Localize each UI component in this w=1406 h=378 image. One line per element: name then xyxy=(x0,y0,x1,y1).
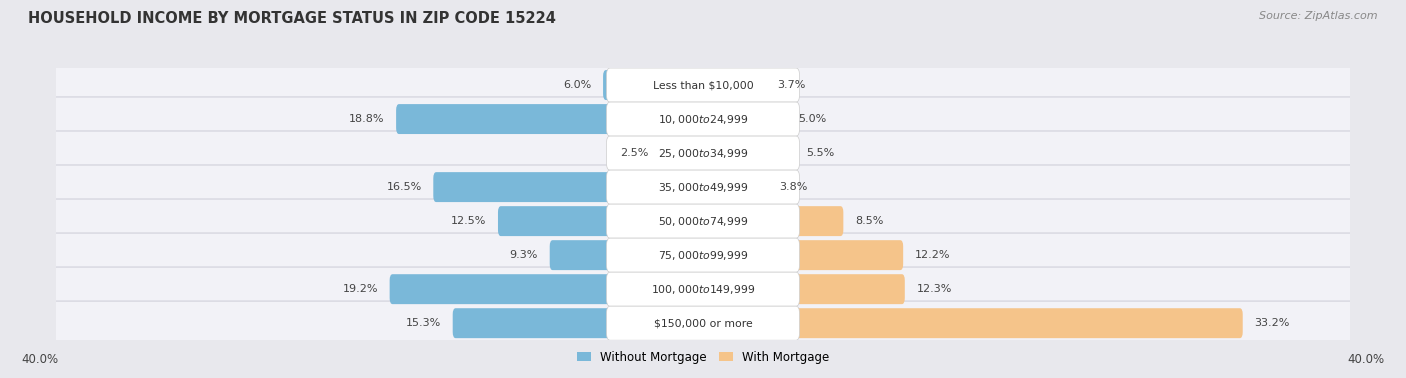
FancyBboxPatch shape xyxy=(700,308,1243,338)
FancyBboxPatch shape xyxy=(52,267,1354,311)
Text: 5.5%: 5.5% xyxy=(807,148,835,158)
Text: $25,000 to $34,999: $25,000 to $34,999 xyxy=(658,147,748,160)
Text: Source: ZipAtlas.com: Source: ZipAtlas.com xyxy=(1260,11,1378,21)
FancyBboxPatch shape xyxy=(659,138,706,168)
Text: $100,000 to $149,999: $100,000 to $149,999 xyxy=(651,283,755,296)
FancyBboxPatch shape xyxy=(700,172,768,202)
Text: 9.3%: 9.3% xyxy=(510,250,538,260)
FancyBboxPatch shape xyxy=(52,301,1354,345)
FancyBboxPatch shape xyxy=(52,165,1354,209)
Legend: Without Mortgage, With Mortgage: Without Mortgage, With Mortgage xyxy=(572,346,834,368)
Text: 3.7%: 3.7% xyxy=(778,80,806,90)
FancyBboxPatch shape xyxy=(606,102,800,136)
Text: 33.2%: 33.2% xyxy=(1254,318,1289,328)
FancyBboxPatch shape xyxy=(396,104,706,134)
FancyBboxPatch shape xyxy=(606,68,800,102)
Text: 16.5%: 16.5% xyxy=(387,182,422,192)
FancyBboxPatch shape xyxy=(700,104,787,134)
FancyBboxPatch shape xyxy=(606,170,800,204)
Text: 2.5%: 2.5% xyxy=(620,148,648,158)
FancyBboxPatch shape xyxy=(606,136,800,170)
Text: $35,000 to $49,999: $35,000 to $49,999 xyxy=(658,181,748,194)
Text: 3.8%: 3.8% xyxy=(779,182,807,192)
Text: 18.8%: 18.8% xyxy=(349,114,384,124)
FancyBboxPatch shape xyxy=(550,240,706,270)
Text: 6.0%: 6.0% xyxy=(564,80,592,90)
FancyBboxPatch shape xyxy=(700,274,905,304)
FancyBboxPatch shape xyxy=(700,70,766,100)
Text: 8.5%: 8.5% xyxy=(855,216,883,226)
Text: 12.2%: 12.2% xyxy=(915,250,950,260)
FancyBboxPatch shape xyxy=(606,238,800,272)
FancyBboxPatch shape xyxy=(606,204,800,238)
FancyBboxPatch shape xyxy=(498,206,706,236)
FancyBboxPatch shape xyxy=(700,138,794,168)
Text: 15.3%: 15.3% xyxy=(406,318,441,328)
FancyBboxPatch shape xyxy=(52,199,1354,243)
FancyBboxPatch shape xyxy=(52,131,1354,175)
Text: 40.0%: 40.0% xyxy=(1348,353,1385,366)
FancyBboxPatch shape xyxy=(453,308,706,338)
FancyBboxPatch shape xyxy=(606,272,800,306)
Text: HOUSEHOLD INCOME BY MORTGAGE STATUS IN ZIP CODE 15224: HOUSEHOLD INCOME BY MORTGAGE STATUS IN Z… xyxy=(28,11,555,26)
FancyBboxPatch shape xyxy=(700,240,903,270)
Text: 12.3%: 12.3% xyxy=(917,284,952,294)
FancyBboxPatch shape xyxy=(606,306,800,340)
Text: 5.0%: 5.0% xyxy=(799,114,827,124)
FancyBboxPatch shape xyxy=(52,233,1354,277)
FancyBboxPatch shape xyxy=(603,70,706,100)
Text: 40.0%: 40.0% xyxy=(21,353,58,366)
Text: 19.2%: 19.2% xyxy=(343,284,378,294)
Text: $50,000 to $74,999: $50,000 to $74,999 xyxy=(658,215,748,228)
Text: $150,000 or more: $150,000 or more xyxy=(654,318,752,328)
FancyBboxPatch shape xyxy=(389,274,706,304)
Text: $75,000 to $99,999: $75,000 to $99,999 xyxy=(658,249,748,262)
FancyBboxPatch shape xyxy=(52,63,1354,107)
Text: 12.5%: 12.5% xyxy=(451,216,486,226)
FancyBboxPatch shape xyxy=(433,172,706,202)
Text: $10,000 to $24,999: $10,000 to $24,999 xyxy=(658,113,748,125)
Text: Less than $10,000: Less than $10,000 xyxy=(652,80,754,90)
FancyBboxPatch shape xyxy=(700,206,844,236)
FancyBboxPatch shape xyxy=(52,97,1354,141)
